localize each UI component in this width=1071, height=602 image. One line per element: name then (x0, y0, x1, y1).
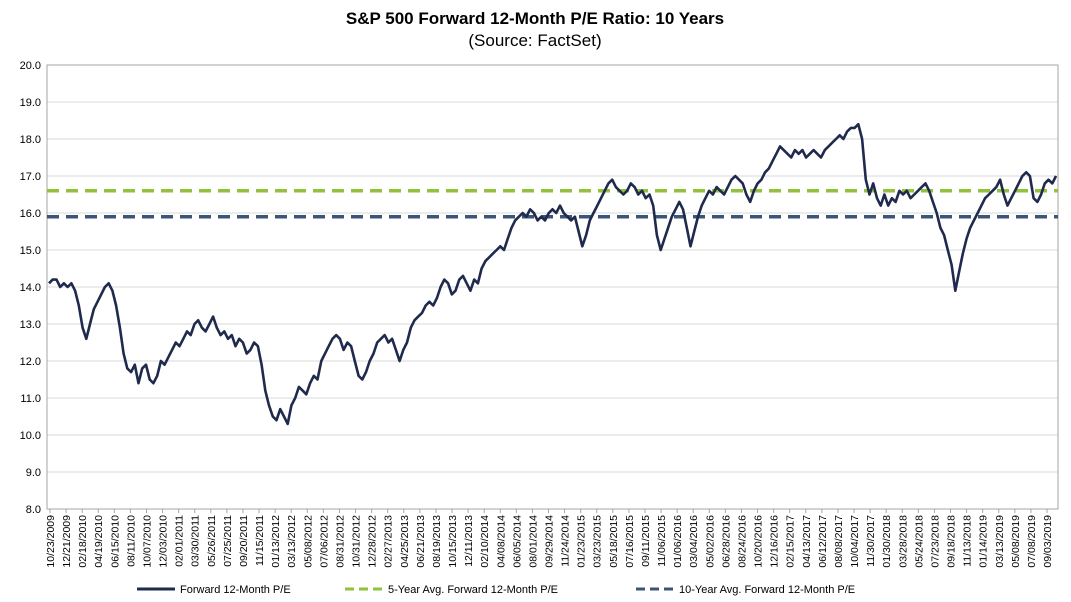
x-tick-label: 04/13/2017 (801, 515, 813, 568)
x-tick-label: 03/13/2019 (994, 515, 1006, 568)
x-tick-label: 08/08/2017 (833, 515, 845, 568)
x-tick-label: 04/25/2013 (399, 515, 411, 568)
y-tick-label: 11.0 (20, 393, 41, 405)
x-tick-label: 05/02/2016 (704, 515, 716, 568)
x-axis: 10/23/2009 12/21/2009 02/18/2010 04/19/2010… (45, 509, 1054, 568)
x-tick-label: 10/20/2016 (753, 515, 765, 568)
legend: Forward 12-Month P/E 5-Year Avg. Forward … (137, 584, 855, 596)
plot-area (47, 122, 1058, 426)
legend-label: 5-Year Avg. Forward 12-Month P/E (388, 584, 558, 596)
x-tick-label: 03/04/2016 (688, 515, 700, 568)
x-tick-label: 12/03/2010 (158, 515, 170, 568)
x-tick-label: 09/03/2019 (1042, 515, 1054, 568)
x-tick-label: 11/06/2015 (656, 515, 668, 567)
x-tick-label: 06/12/2017 (817, 515, 829, 568)
x-tick-label: 02/01/2011 (174, 515, 186, 567)
x-tick-label: 09/20/2011 (238, 515, 250, 567)
x-tick-label: 08/01/2014 (527, 515, 539, 568)
x-tick-label: 03/30/2011 (190, 515, 202, 567)
x-tick-label: 05/08/2012 (302, 515, 314, 568)
x-tick-label: 06/28/2016 (720, 515, 732, 568)
x-tick-label: 07/08/2019 (1026, 515, 1038, 568)
x-tick-label: 12/21/2009 (61, 515, 73, 568)
x-tick-label: 11/13/2018 (962, 515, 974, 567)
chart-title: S&P 500 Forward 12-Month P/E Ratio: 10 Y… (346, 9, 724, 28)
x-tick-label: 02/15/2017 (785, 515, 797, 568)
x-tick-label: 05/08/2019 (1010, 515, 1022, 568)
y-axis: 8.0 9.0 10.0 11.0 12.0 13.0 14.0 15.0 16.0 17.0 18… (20, 60, 41, 516)
y-tick-label: 17.0 (20, 171, 41, 183)
x-tick-label: 09/29/2014 (544, 515, 556, 568)
y-tick-label: 19.0 (20, 97, 41, 109)
x-tick-label: 02/18/2010 (77, 515, 89, 568)
y-tick-label: 9.0 (26, 467, 41, 479)
x-tick-label: 11/30/2017 (865, 515, 877, 567)
x-tick-label: 03/23/2015 (592, 515, 604, 568)
x-tick-label: 01/13/2012 (270, 515, 282, 568)
x-tick-label: 11/24/2014 (560, 515, 572, 567)
x-tick-label: 12/16/2016 (769, 515, 781, 568)
y-tick-label: 18.0 (20, 134, 41, 146)
x-tick-label: 04/08/2014 (495, 515, 507, 568)
y-tick-label: 8.0 (26, 504, 41, 516)
y-tick-label: 12.0 (20, 356, 41, 368)
x-tick-label: 06/15/2010 (109, 515, 121, 568)
x-tick-label: 01/06/2016 (672, 515, 684, 568)
x-tick-label: 08/19/2013 (431, 515, 443, 568)
x-tick-label: 10/23/2009 (45, 515, 57, 568)
x-tick-label: 05/24/2018 (913, 515, 925, 568)
x-tick-label: 10/31/2012 (351, 515, 363, 568)
y-tick-label: 13.0 (20, 319, 41, 331)
x-tick-label: 01/14/2019 (978, 515, 990, 568)
x-tick-label: 06/21/2013 (415, 515, 427, 568)
x-tick-label: 01/23/2015 (576, 515, 588, 568)
x-tick-label: 10/15/2013 (447, 515, 459, 568)
x-tick-label: 08/31/2012 (334, 515, 346, 568)
legend-label: 10-Year Avg. Forward 12-Month P/E (679, 584, 855, 596)
y-tick-label: 14.0 (20, 282, 41, 294)
x-tick-label: 04/19/2010 (93, 515, 105, 568)
x-tick-label: 07/23/2018 (929, 515, 941, 568)
y-tick-label: 15.0 (20, 245, 41, 257)
grid (46, 64, 1059, 510)
x-tick-label: 05/26/2011 (206, 515, 218, 567)
x-tick-label: 09/11/2015 (640, 515, 652, 567)
y-tick-label: 10.0 (20, 430, 41, 442)
y-tick-label: 20.0 (20, 60, 41, 72)
plot-frame (46, 64, 1059, 510)
x-tick-label: 03/13/2012 (286, 515, 298, 568)
x-tick-label: 08/24/2016 (736, 515, 748, 568)
x-tick-label: 03/28/2018 (897, 515, 909, 568)
x-tick-label: 02/27/2013 (383, 515, 395, 568)
x-tick-label: 09/18/2018 (946, 515, 958, 568)
y-tick-label: 16.0 (20, 208, 41, 220)
x-tick-label: 07/06/2012 (318, 515, 330, 568)
chart-subtitle: (Source: FactSet) (468, 31, 601, 50)
x-tick-label: 08/11/2010 (125, 515, 137, 567)
forward-pe-series-line (48, 122, 1058, 426)
x-tick-label: 07/25/2011 (222, 515, 234, 567)
x-tick-label: 06/05/2014 (511, 515, 523, 568)
x-tick-label: 12/11/2013 (463, 515, 475, 567)
legend-label: Forward 12-Month P/E (180, 584, 291, 596)
x-tick-label: 11/15/2011 (254, 515, 266, 566)
x-tick-label: 10/04/2017 (849, 515, 861, 568)
x-tick-label: 07/16/2015 (624, 515, 636, 568)
x-tick-label: 05/18/2015 (608, 515, 620, 568)
x-tick-label: 12/28/2012 (367, 515, 379, 568)
x-tick-label: 02/10/2014 (479, 515, 491, 568)
x-tick-label: 01/30/2018 (881, 515, 893, 568)
x-tick-label: 10/07/2010 (141, 515, 153, 568)
